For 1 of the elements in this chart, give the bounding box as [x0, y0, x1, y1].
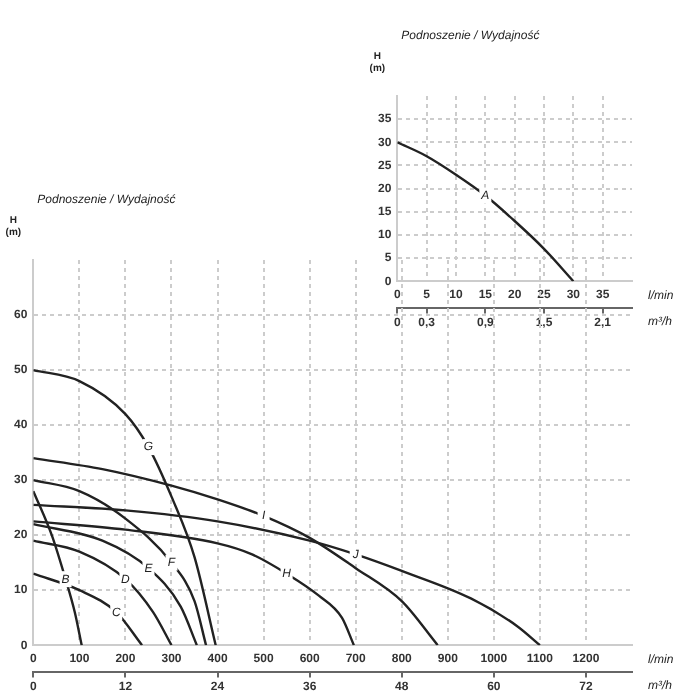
line-series: [397, 141, 575, 282]
